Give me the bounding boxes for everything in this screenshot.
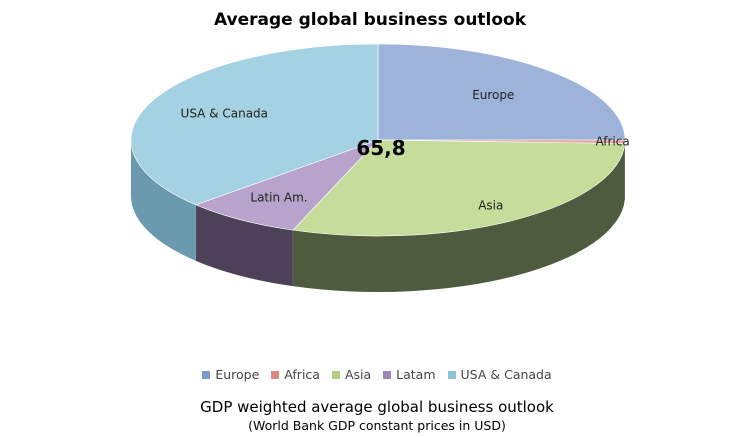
slice-side-asia bbox=[292, 143, 625, 292]
legend-label-usa-canada: USA & Canada bbox=[460, 367, 552, 382]
slice-asia bbox=[292, 139, 626, 237]
legend-swatch-africa bbox=[271, 370, 280, 379]
slice-label-usa-canada: USA & Canada bbox=[181, 107, 268, 121]
legend-swatch-europe bbox=[202, 370, 211, 379]
legend-label-africa: Africa bbox=[284, 367, 320, 382]
slice-label-europe: Europe bbox=[472, 88, 514, 102]
legend-swatch-asia bbox=[331, 370, 340, 379]
slice-usa-canada bbox=[130, 43, 379, 206]
slice-europe bbox=[377, 43, 626, 141]
legend-swatch-latam bbox=[383, 370, 392, 379]
slice-side-latin-am bbox=[195, 204, 293, 287]
legend-item-asia: Asia bbox=[331, 367, 372, 382]
legend-item-usa-canada: USA & Canada bbox=[447, 367, 552, 382]
slice-label-asia: Asia bbox=[478, 198, 503, 212]
slice-latin-am bbox=[195, 139, 379, 231]
center-value-label: 65,8 bbox=[356, 136, 405, 160]
legend-item-latam: Latam bbox=[383, 367, 436, 382]
legend-swatch-usa-canada bbox=[447, 370, 456, 379]
chart-legend: Europe Africa Asia Latam USA & Canada bbox=[0, 367, 754, 382]
pie-chart: Europe Africa Asia Latin Am. USA & Canada 65… bbox=[130, 43, 630, 292]
chart-title: Average global business outlook bbox=[213, 10, 527, 30]
legend-label-latam: Latam bbox=[396, 367, 436, 382]
legend-item-africa: Africa bbox=[271, 367, 320, 382]
slice-label-africa: Africa bbox=[595, 135, 629, 149]
slice-side-usa-canada bbox=[131, 140, 196, 261]
chart-caption: GDP weighted average global business out… bbox=[200, 398, 554, 416]
legend-label-asia: Asia bbox=[344, 367, 372, 382]
chart-subcaption: (World Bank GDP constant prices in USD) bbox=[248, 418, 506, 433]
legend-item-europe: Europe bbox=[202, 367, 259, 382]
legend-label-europe: Europe bbox=[215, 367, 260, 382]
slice-label-latin-am: Latin Am. bbox=[250, 190, 307, 204]
